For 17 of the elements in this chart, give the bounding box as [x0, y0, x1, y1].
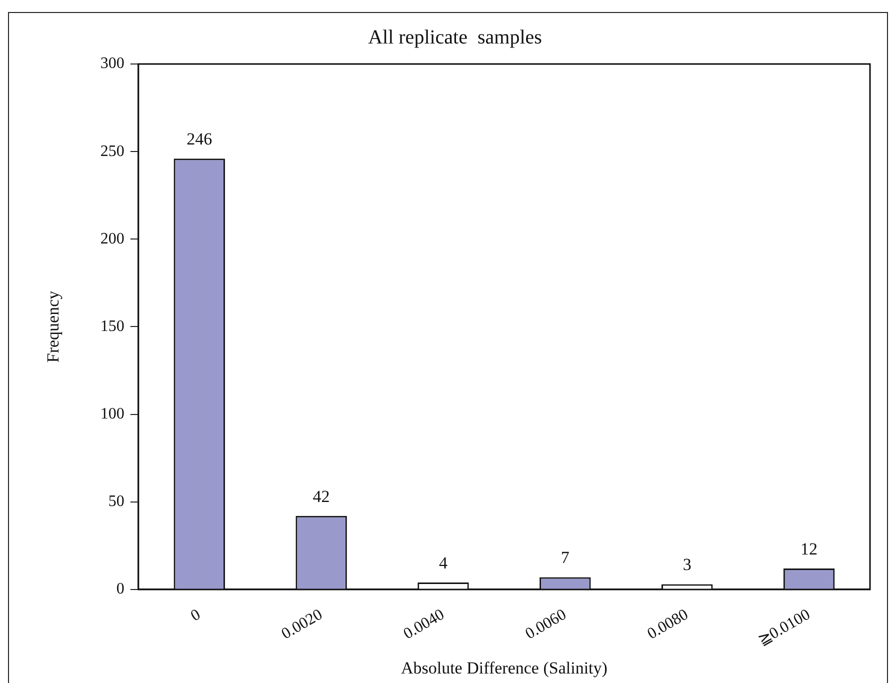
y-tick-label: 200 [100, 230, 124, 248]
data-label: 12 [800, 539, 818, 558]
y-tick-label: 300 [100, 55, 124, 72]
data-label: 3 [682, 555, 692, 574]
x-axis-title: Absolute Difference (Salinity) [400, 658, 608, 678]
data-label: 42 [312, 486, 330, 506]
y-axis-title: Frequency [44, 290, 63, 363]
x-tick-label: 0 [188, 606, 204, 625]
data-label: 4 [438, 553, 448, 572]
data-label: 7 [560, 548, 570, 568]
chart-title: All replicate samples [368, 26, 542, 48]
data-label: 246 [186, 130, 212, 149]
y-tick-label: 0 [116, 580, 124, 598]
y-tick-label: 150 [100, 318, 124, 335]
y-tick-label: 100 [100, 406, 124, 423]
y-tick-label: 50 [108, 493, 124, 510]
y-tick-label: 250 [100, 142, 124, 160]
